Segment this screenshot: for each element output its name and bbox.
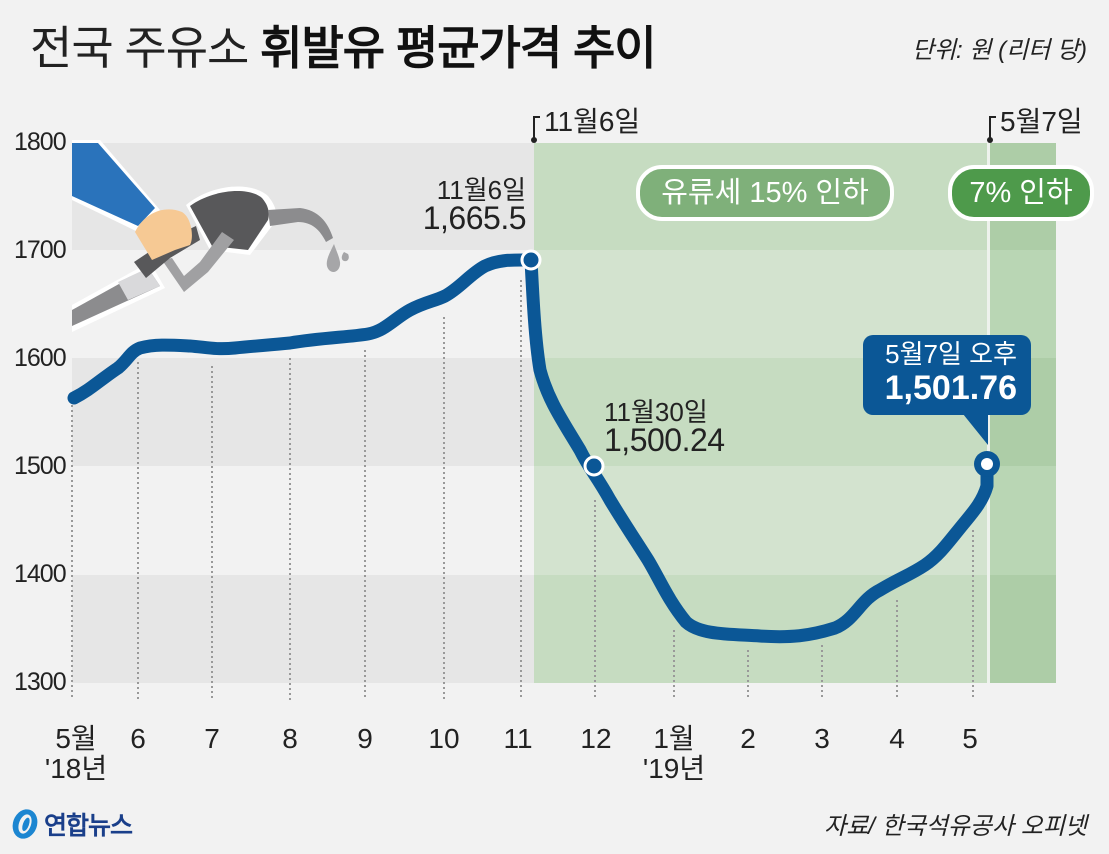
fuel-nozzle-icon [72,140,349,332]
x-tick-apr: 4 [889,723,905,754]
x-tick-may18: 5월 '18년 [44,723,108,784]
x-tick-dec: 12 [580,723,612,754]
source-note: 자료/ 한국석유공사 오피넷 [824,813,1087,840]
event-date-may7: 5월7일 [1000,106,1083,137]
logo-text: 연합뉴스 [44,812,133,840]
annotation-nov30: 11월30일 1,500.24 [604,397,725,458]
x-tick-aug: 8 [282,723,298,754]
month-gridlines [71,280,974,700]
marker-nov30 [583,455,605,477]
annotation-peak: 11월6일 1,665.5 [422,175,527,236]
yonhap-logo: 연합뉴스 [10,806,133,842]
event-dot-may7 [987,137,993,143]
x-tick-feb: 2 [740,723,756,754]
unit-label: 단위: 원 (리터 당) [911,37,1087,64]
x-tick-oct: 10 [428,723,460,754]
event-dot-nov6 [531,137,537,143]
chart-title: 전국 주유소 휘발유 평균가격 추이 [30,18,657,78]
yonhap-logo-icon [12,809,38,839]
event-markers [533,116,996,138]
y-tick-1700: 1700 [14,236,67,264]
x-tick-may19: 5 [962,723,978,754]
title-light: 전국 주유소 [30,22,249,74]
x-tick-jul: 7 [204,723,220,754]
cut7-pill: 7% 인하 [948,165,1094,221]
y-tick-1600: 1600 [14,344,67,372]
x-tick-sep: 9 [357,723,373,754]
title-bold: 휘발유 평균가격 추이 [260,22,656,74]
marker-latest-inner [981,458,993,470]
marker-peak [520,249,542,271]
event-date-nov6: 11월6일 [544,106,641,137]
y-tick-1400: 1400 [14,560,67,588]
price-line [67,253,994,644]
cut15-pill: 유류세 15% 인하 [636,165,894,221]
x-tick-jan19: 1월 '19년 [642,723,706,784]
x-tick-nov: 11 [503,723,533,754]
x-tick-jun: 6 [130,723,146,754]
callout-pointer [963,414,988,445]
latest-price-callout: 5월7일 오후 1,501.76 [863,335,1031,415]
y-tick-1500: 1500 [14,452,67,480]
x-tick-mar: 3 [814,723,830,754]
y-tick-1800: 1800 [14,128,67,156]
y-tick-1300: 1300 [14,668,67,696]
